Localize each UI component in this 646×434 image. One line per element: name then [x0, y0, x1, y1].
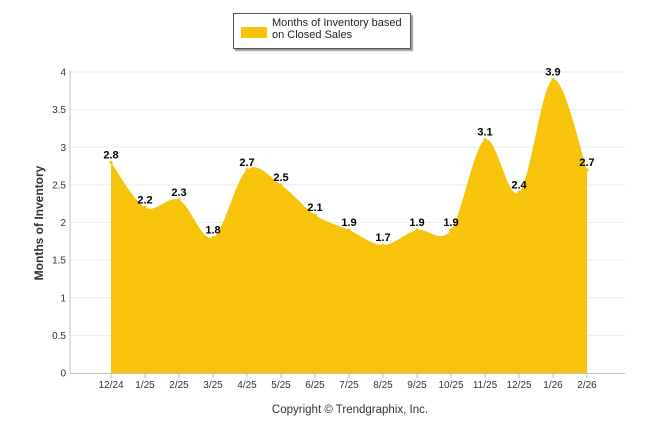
y-tick-label: 0 [60, 369, 66, 380]
x-tick-label: 1/26 [543, 380, 563, 391]
x-tick-label: 12/25 [506, 380, 531, 391]
data-label: 2.2 [137, 194, 152, 206]
data-label: 2.3 [171, 187, 186, 199]
x-tick-label: 4/25 [237, 380, 257, 391]
data-point [415, 228, 419, 232]
data-point [585, 168, 589, 172]
x-tick-label: 11/25 [473, 380, 498, 391]
y-tick-label: 1.5 [52, 256, 66, 267]
axes [69, 70, 625, 378]
data-point [483, 138, 487, 142]
y-tick-label: 4 [60, 68, 66, 79]
x-tick-label: 8/25 [373, 380, 393, 391]
series-area-fill [111, 79, 587, 373]
data-point [517, 190, 521, 194]
data-label: 2.7 [239, 157, 254, 169]
legend-label: Months of Inventory based on Closed Sale… [272, 17, 408, 41]
data-label: 2.4 [511, 179, 527, 191]
data-point [313, 213, 317, 217]
x-tick-label: 2/26 [577, 380, 597, 391]
data-label: 1.9 [341, 217, 356, 229]
data-point [177, 198, 181, 202]
x-tick-labels: 12/24 1/25 2/25 3/25 4/25 5/25 6/25 7/25 8/25 9/2… [98, 380, 597, 391]
legend-swatch [241, 27, 267, 38]
data-point [449, 228, 453, 232]
x-tick-label: 10/25 [438, 380, 463, 391]
data-label: 1.9 [409, 217, 424, 229]
x-tick-label: 6/25 [305, 380, 325, 391]
data-label: 2.8 [103, 149, 118, 161]
x-tick-label: 7/25 [339, 380, 359, 391]
data-point [551, 77, 555, 82]
x-tick-label: 2/25 [169, 380, 189, 391]
data-point [381, 243, 385, 247]
y-axis-title: Months of Inventory [32, 165, 46, 280]
y-tick-labels: 0 0.5 1 1.5 2 2.5 3 3.5 4 [52, 68, 66, 380]
y-tick-label: 3.5 [52, 105, 66, 116]
x-tick-label: 3/25 [203, 380, 223, 391]
data-point [211, 235, 215, 240]
legend[interactable]: Months of Inventory based on Closed Sale… [233, 13, 411, 49]
x-tick-label: 12/24 [98, 380, 123, 391]
data-label: 3.9 [545, 67, 560, 79]
data-point [279, 183, 283, 187]
y-tick-label: 1 [60, 293, 66, 304]
data-point [245, 168, 249, 172]
y-tick-label: 3 [60, 143, 66, 154]
legend-label-line-2: on Closed Sales [272, 29, 353, 41]
data-point [109, 160, 113, 164]
x-tick-label: 1/25 [135, 380, 155, 391]
data-label: 2.7 [579, 157, 594, 169]
series-area [109, 77, 589, 373]
copyright-credit: Copyright © Trendgraphix, Inc. [272, 404, 428, 416]
y-tick-label: 0.5 [52, 331, 66, 342]
data-point [347, 228, 351, 232]
data-label: 1.7 [375, 232, 390, 244]
data-labels: 2.8 2.2 2.3 1.8 2.7 2.5 2.1 1.9 1.7 1.9 1.9 3.1 2.4 3… [103, 67, 594, 245]
data-point [143, 205, 147, 210]
data-label: 2.5 [273, 172, 288, 184]
y-tick-label: 2 [60, 218, 66, 229]
x-tick-label: 5/25 [271, 380, 291, 391]
y-tick-label: 2.5 [52, 180, 66, 191]
legend-label-line-1: Months of Inventory based [272, 17, 402, 29]
data-label: 3.1 [477, 127, 492, 139]
data-label: 1.8 [205, 225, 220, 237]
data-label: 2.1 [307, 202, 322, 214]
x-tick-label: 9/25 [407, 380, 427, 391]
data-label: 1.9 [443, 217, 458, 229]
